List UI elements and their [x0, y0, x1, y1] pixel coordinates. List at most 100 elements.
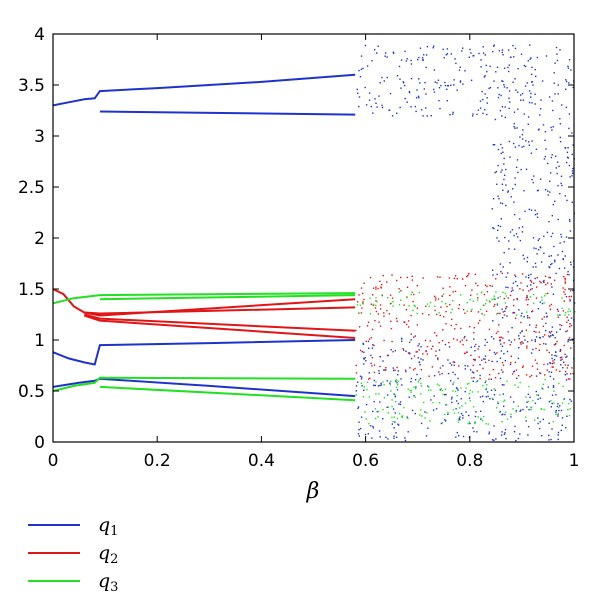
series-q2-chaos-point [458, 304, 461, 306]
series-q3-chaos-point [410, 389, 412, 392]
series-q3-chaos-point [395, 381, 398, 383]
series-q1-chaos-point [545, 329, 547, 332]
series-q2-chaos-point [564, 364, 567, 366]
series-q2-chaos-point [474, 359, 476, 362]
series-q2-chaos-point [362, 292, 364, 295]
series-q3-chaos-point [567, 310, 569, 313]
series-q2-chaos-point [570, 295, 572, 298]
series-q1-chaos-point [394, 380, 397, 382]
series-q1-chaos-point [569, 300, 571, 302]
series-q1-chaos-point [539, 114, 541, 116]
series-q1-chaos-point [519, 239, 522, 242]
series-q3-chaos-point [426, 412, 428, 414]
series-q3-chaos-point [441, 301, 443, 303]
series-q1-chaos-point [455, 387, 458, 389]
series-q1-chaos-point [567, 147, 569, 149]
series-q1-chaos-point [417, 357, 419, 359]
series-q2-chaos-point [564, 288, 566, 291]
series-q2-chaos-point [392, 351, 394, 353]
series-q1-chaos-point [361, 351, 363, 353]
series-q1-chaos-point [406, 101, 408, 103]
series-q2-chaos-point [456, 339, 458, 341]
series-q1-chaos-point [420, 346, 422, 348]
series-q1-chaos-point [531, 178, 533, 181]
series-q1-chaos-point [505, 286, 507, 288]
series-q1-chaos-point [401, 340, 403, 342]
series-q1-chaos-point [374, 48, 376, 51]
series-q2-chaos-point [510, 355, 512, 357]
series-q1-chaos-point [549, 336, 551, 338]
series-q2-chaos-point [495, 332, 498, 334]
series-q1-chaos-point [533, 175, 535, 177]
series-q2-chaos-point [458, 365, 460, 367]
series-q2-chaos-point [375, 286, 377, 288]
series-q1-chaos-point [447, 372, 450, 375]
series-q1-chaos-point [394, 350, 396, 352]
series-q3-chaos-point [387, 406, 390, 408]
series-q2-chaos-point [458, 307, 460, 310]
series-q3-chaos-point [375, 381, 377, 383]
series-q2-chaos-point [389, 294, 392, 296]
series-q2-chaos-point [425, 305, 427, 307]
series-q2-chaos-point [549, 332, 552, 334]
series-q1-chaos-point [559, 348, 562, 351]
series-q1-chaos-point [507, 190, 509, 192]
series-q3-chaos-point [468, 421, 470, 423]
series-q1-chaos-point [453, 361, 456, 363]
series-q1-chaos-point [535, 75, 537, 78]
series-q2-chaos-point [368, 338, 371, 340]
series-q1-chaos-point [497, 148, 500, 151]
series-q3-chaos-point [429, 301, 432, 304]
series-q1-chaos-point [492, 269, 494, 271]
series-q3-chaos-point [477, 416, 479, 418]
series-q1-chaos-point [514, 425, 516, 428]
series-q3-chaos-point [410, 293, 412, 296]
series-q3-chaos-point [411, 291, 413, 294]
series-q3-chaos-point [452, 409, 455, 411]
series-q2-chaos-point [453, 277, 456, 280]
series-q3-chaos-point [526, 311, 528, 313]
series-q1-chaos-point [537, 308, 540, 310]
series-q1-chaos-point [394, 412, 396, 414]
series-q1-chaos-point [500, 270, 502, 273]
series-q1-chaos-point [548, 400, 550, 403]
series-q1-chaos-point [509, 231, 512, 233]
series-q1-chaos-point [526, 406, 528, 408]
series-q1-chaos-point [564, 374, 566, 376]
series-q1-chaos-point [479, 100, 482, 102]
series-q2-chaos-point [370, 337, 372, 339]
series-q1-chaos-point [491, 208, 493, 210]
series-q2-chaos-point [570, 324, 573, 327]
series-q1-branch-1 [52, 73, 356, 107]
series-q1-chaos-point [498, 240, 500, 242]
series-q1-chaos-point [552, 109, 554, 112]
series-q1-chaos-point [559, 49, 561, 51]
series-q1-chaos-point [464, 368, 466, 370]
series-q3-chaos-point [391, 399, 393, 401]
series-q1-chaos-point [365, 360, 367, 362]
series-q2-chaos-point [477, 284, 479, 287]
series-q1-chaos-point [518, 338, 520, 340]
series-q1-chaos-point [462, 435, 465, 438]
series-q1-chaos-point [378, 95, 380, 97]
series-q1-chaos-point [539, 246, 541, 248]
series-q1-chaos-point [535, 247, 537, 250]
series-q1-chaos-point [476, 431, 478, 433]
series-q1-chaos-point [557, 218, 559, 221]
series-q1-chaos-point [552, 378, 555, 380]
series-q1-chaos-point [543, 281, 545, 283]
series-q1-chaos-point [376, 106, 378, 108]
series-q1-chaos-point [392, 367, 394, 369]
series-q2-chaos-point [498, 336, 501, 339]
series-q2-chaos-point [481, 313, 483, 315]
series-q1-chaos-point [499, 263, 501, 265]
series-q2-chaos-point [448, 277, 451, 279]
series-q2-chaos-point [566, 367, 568, 369]
series-q2-chaos-point [383, 312, 385, 314]
series-q1-chaos-point [522, 99, 524, 101]
series-q2-chaos-point [567, 319, 570, 321]
series-q1-chaos-point [542, 124, 545, 126]
series-q2-chaos-point [413, 355, 416, 357]
series-q1-chaos-point [503, 353, 505, 355]
series-q1-chaos-point [527, 123, 529, 125]
